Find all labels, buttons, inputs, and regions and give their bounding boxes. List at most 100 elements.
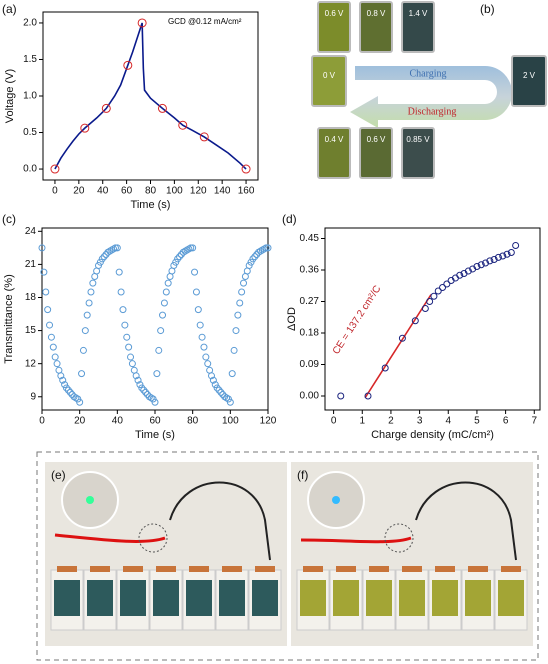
data-point — [228, 370, 236, 378]
data-point — [178, 120, 188, 130]
x-tick-label: 0 — [52, 186, 58, 197]
data-point — [87, 288, 95, 296]
data-point — [59, 376, 67, 384]
data-point — [115, 268, 123, 276]
device-photo — [511, 55, 547, 107]
y-axis-label: Transmittance (%) — [3, 274, 15, 363]
data-point — [200, 343, 208, 351]
cell — [366, 580, 392, 616]
data-point — [125, 343, 133, 351]
voltage-label: 1.4 V — [409, 9, 428, 18]
data-point — [411, 317, 419, 325]
y-axis-label: Voltage (V) — [4, 69, 16, 123]
data-point — [364, 392, 372, 400]
copper-tape — [189, 566, 209, 572]
data-point — [507, 249, 515, 256]
y-tick-label: 1.5 — [23, 54, 37, 65]
device-photo — [359, 127, 393, 179]
data-point — [49, 343, 57, 351]
y-tick-label: 0.00 — [300, 391, 320, 402]
voltage-label: 0.6 V — [325, 9, 344, 18]
x-tick-label: 4 — [445, 416, 451, 427]
y-tick-label: 9 — [30, 391, 36, 402]
data-point — [89, 279, 97, 287]
led — [332, 496, 340, 504]
voltage-label: 0.8 V — [367, 9, 386, 18]
cell — [465, 580, 491, 616]
data-point — [456, 271, 464, 279]
data-line — [364, 294, 432, 399]
data-point — [42, 288, 50, 296]
data-point — [499, 252, 507, 260]
x-axis-label: Time (s) — [135, 429, 175, 441]
data-point — [198, 333, 206, 341]
data-point — [155, 346, 163, 354]
zoom-ring — [384, 523, 414, 553]
cable — [54, 533, 166, 543]
cell — [186, 580, 212, 616]
data-point — [127, 353, 135, 361]
x-tick-label: 120 — [190, 186, 207, 197]
data-point — [57, 372, 65, 380]
panel-label: (f) — [297, 468, 308, 482]
x-tick-label: 7 — [531, 416, 537, 427]
x-tick-label: 60 — [149, 416, 161, 427]
data-point — [443, 280, 451, 288]
data-point — [64, 386, 72, 394]
copper-tape — [501, 566, 521, 572]
data-point — [142, 388, 150, 396]
x-tick-label: 20 — [74, 416, 86, 427]
x-tick-label: 140 — [214, 186, 231, 197]
data-point — [464, 267, 472, 275]
data-point — [191, 268, 199, 276]
data-point — [226, 398, 234, 406]
x-tick-label: 100 — [166, 186, 183, 197]
data-point — [199, 132, 209, 142]
data-point — [85, 299, 93, 307]
x-tick-label: 5 — [474, 416, 480, 427]
data-point — [76, 398, 84, 406]
data-point — [503, 250, 511, 258]
x-tick-label: 0 — [39, 416, 45, 427]
data-point — [51, 353, 59, 361]
device-photo — [317, 127, 351, 179]
panel-label: (b) — [480, 2, 495, 16]
copper-tape — [90, 566, 110, 572]
data-point — [160, 299, 168, 307]
data-point — [217, 388, 225, 396]
data-point — [251, 253, 259, 261]
y-tick-label: 12 — [25, 358, 37, 369]
data-point — [249, 255, 257, 263]
plot-frame — [42, 11, 259, 181]
x-tick-label: 80 — [145, 186, 157, 197]
data-point — [121, 321, 129, 329]
copper-tape — [255, 566, 275, 572]
data-point — [128, 360, 136, 368]
panel-label: (c) — [2, 212, 16, 226]
data-point — [398, 334, 406, 342]
data-point — [204, 360, 212, 368]
data-point — [187, 244, 195, 252]
data-point — [473, 263, 481, 270]
data-point — [208, 372, 215, 380]
device-photo — [317, 1, 351, 53]
cell — [219, 580, 245, 616]
data-point — [46, 321, 54, 329]
data-point — [174, 255, 182, 263]
data-point — [434, 287, 442, 295]
x-tick-label: 40 — [97, 186, 109, 197]
data-point — [240, 279, 248, 287]
y-tick-label: 24 — [25, 226, 37, 237]
x-tick-label: 60 — [121, 186, 133, 197]
data-point — [164, 279, 172, 287]
data-point — [262, 244, 270, 252]
data-point — [477, 261, 485, 269]
data-point — [234, 311, 242, 319]
device-photo — [359, 1, 393, 53]
data-point — [512, 242, 520, 249]
data-point — [421, 305, 429, 312]
data-point — [123, 60, 133, 70]
copper-tape — [468, 566, 488, 572]
data-point — [53, 360, 61, 368]
data-point — [157, 103, 167, 113]
